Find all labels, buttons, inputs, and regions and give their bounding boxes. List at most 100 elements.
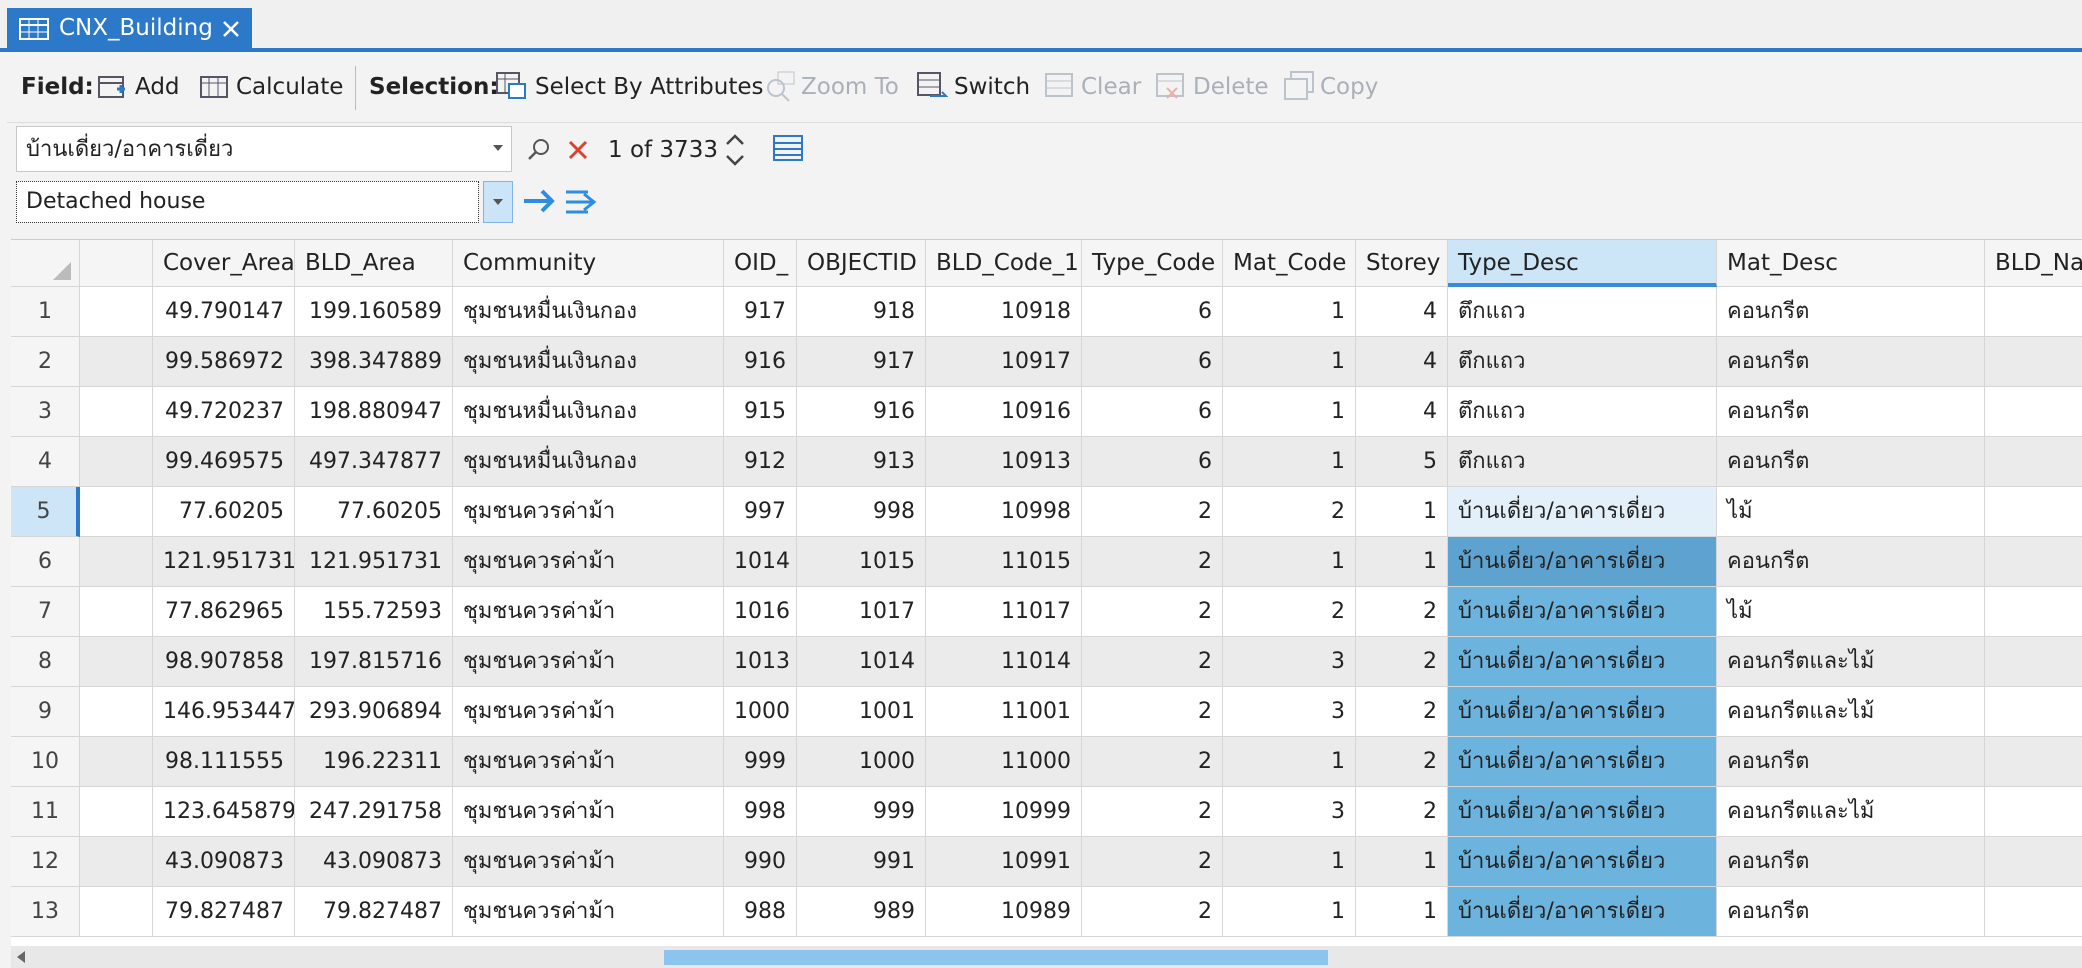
table-cell[interactable]: 98.111555 [153, 737, 295, 787]
table-cell[interactable]: บ้านเดี่ยว/อาคารเดี่ยว [1448, 737, 1717, 787]
table-cell[interactable]: คอนกรีต [1717, 737, 1985, 787]
calculate-button[interactable]: Calculate [236, 74, 344, 100]
table-cell[interactable]: 991 [797, 837, 926, 887]
table-cell[interactable]: 197.815716 [295, 637, 453, 687]
table-cell[interactable]: 998 [724, 787, 797, 837]
table-cell[interactable]: ชุมชนควรค่าม้า [453, 487, 724, 537]
clear-button[interactable]: Clear [1081, 74, 1142, 100]
table-cell[interactable]: ชุมชนควรค่าม้า [453, 687, 724, 737]
table-cell[interactable]: คอนกรีต [1717, 387, 1985, 437]
table-cell[interactable]: 1013 [724, 637, 797, 687]
table-cell[interactable]: ชุมชนควรค่าม้า [453, 537, 724, 587]
table-cell[interactable]: บ้านเดี่ยว/อาคารเดี่ยว [1448, 837, 1717, 887]
table-cell[interactable]: 2 [1356, 687, 1448, 737]
table-cell[interactable]: 1 [1223, 437, 1356, 487]
table-cell[interactable]: บ้านเดี่ยว/อาคารเดี่ยว [1448, 887, 1717, 937]
table-cell[interactable]: ตึกแถว [1448, 287, 1717, 337]
table-cell[interactable]: 10917 [926, 337, 1082, 387]
table-cell[interactable]: 2 [1223, 587, 1356, 637]
table-cell[interactable]: 79.827487 [153, 887, 295, 937]
row-number[interactable]: 7 [11, 587, 80, 637]
table-cell[interactable]: คอนกรีตและไม้ [1717, 637, 1985, 687]
table-cell[interactable]: คอนกรีต [1717, 337, 1985, 387]
table-cell[interactable]: 913 [797, 437, 926, 487]
column-header[interactable]: Storey [1356, 240, 1448, 287]
tab[interactable]: CNX_Building [7, 8, 252, 49]
column-header[interactable]: Cover_Area [153, 240, 295, 287]
table-cell[interactable]: 79.827487 [295, 887, 453, 937]
row-number[interactable]: 12 [11, 837, 80, 887]
table-cell[interactable]: 916 [724, 337, 797, 387]
row-number[interactable]: 9 [11, 687, 80, 737]
table-cell[interactable]: ตึกแถว [1448, 387, 1717, 437]
table-cell[interactable]: 1 [1223, 887, 1356, 937]
table-cell[interactable]: 10991 [926, 837, 1082, 887]
table-cell[interactable]: 2 [1082, 787, 1223, 837]
table-cell[interactable]: 199.160589 [295, 287, 453, 337]
find-combobox[interactable] [16, 126, 512, 172]
table-cell[interactable]: ชุมชนควรค่าม้า [453, 887, 724, 937]
table-cell[interactable]: 5 [1356, 437, 1448, 487]
table-cell[interactable]: ชุมชนหมื่นเงินกอง [453, 287, 724, 337]
add-button[interactable]: Add [135, 74, 180, 100]
table-cell[interactable]: 916 [797, 387, 926, 437]
table-cell[interactable]: บ้านเดี่ยว/อาคารเดี่ยว [1448, 537, 1717, 587]
table-cell[interactable]: 917 [724, 287, 797, 337]
table-cell[interactable]: 6 [1082, 387, 1223, 437]
table-cell[interactable]: ชุมชนหมื่นเงินกอง [453, 387, 724, 437]
table-cell[interactable]: 1 [1223, 837, 1356, 887]
copy-button[interactable]: Copy [1320, 74, 1379, 100]
table-cell[interactable]: 1 [1223, 337, 1356, 387]
row-number[interactable]: 3 [11, 387, 80, 437]
replace-icon[interactable] [522, 186, 558, 216]
options-icon[interactable] [772, 134, 804, 164]
table-cell[interactable]: ไม้ [1717, 587, 1985, 637]
table-cell[interactable]: 2 [1223, 487, 1356, 537]
table-cell[interactable]: 999 [724, 737, 797, 787]
table-cell[interactable]: 10918 [926, 287, 1082, 337]
table-cell[interactable]: 6 [1082, 287, 1223, 337]
table-cell[interactable]: 146.953447 [153, 687, 295, 737]
table-cell[interactable]: 99.469575 [153, 437, 295, 487]
table-cell[interactable]: 1 [1223, 737, 1356, 787]
table-cell[interactable]: 293.906894 [295, 687, 453, 737]
table-cell[interactable]: 247.291758 [295, 787, 453, 837]
prev-next-icon[interactable] [724, 132, 746, 168]
table-cell[interactable]: 4 [1356, 337, 1448, 387]
table-cell[interactable]: 11014 [926, 637, 1082, 687]
table-cell[interactable]: บ้านเดี่ยว/อาคารเดี่ยว [1448, 487, 1717, 537]
table-cell[interactable]: 989 [797, 887, 926, 937]
table-cell[interactable]: 1001 [797, 687, 926, 737]
scroll-thumb[interactable] [664, 950, 1328, 965]
table-cell[interactable]: 497.347877 [295, 437, 453, 487]
table-cell[interactable]: บ้านเดี่ยว/อาคารเดี่ยว [1448, 587, 1717, 637]
table-cell[interactable]: 1015 [797, 537, 926, 587]
table-cell[interactable]: 11015 [926, 537, 1082, 587]
row-number[interactable]: 1 [11, 287, 80, 337]
table-cell[interactable]: ชุมชนหมื่นเงินกอง [453, 337, 724, 387]
table-cell[interactable]: 2 [1082, 487, 1223, 537]
switch-button[interactable]: Switch [954, 74, 1031, 100]
table-cell[interactable]: 1000 [724, 687, 797, 737]
table-cell[interactable]: 2 [1356, 787, 1448, 837]
table-cell[interactable]: 4 [1356, 287, 1448, 337]
table-cell[interactable]: คอนกรีต [1717, 537, 1985, 587]
table-cell[interactable]: 6 [1082, 337, 1223, 387]
column-header[interactable]: Mat_Desc [1717, 240, 1985, 287]
table-cell[interactable]: 4 [1356, 387, 1448, 437]
table-cell[interactable]: 1 [1223, 287, 1356, 337]
clear-find-icon[interactable] [567, 139, 589, 161]
scroll-left[interactable] [13, 949, 29, 965]
table-cell[interactable]: 1014 [724, 537, 797, 587]
table-cell[interactable]: 6 [1082, 437, 1223, 487]
table-cell[interactable]: 3 [1223, 787, 1356, 837]
table-cell[interactable]: 198.880947 [295, 387, 453, 437]
table-cell[interactable]: 10916 [926, 387, 1082, 437]
table-cell[interactable]: 1 [1223, 537, 1356, 587]
table-cell[interactable]: ชุมชนควรค่าม้า [453, 587, 724, 637]
table-cell[interactable]: ชุมชนควรค่าม้า [453, 737, 724, 787]
table-cell[interactable]: 99.586972 [153, 337, 295, 387]
table-cell[interactable]: ไม้ [1717, 487, 1985, 537]
table-cell[interactable]: 988 [724, 887, 797, 937]
find-icon[interactable] [526, 137, 552, 163]
